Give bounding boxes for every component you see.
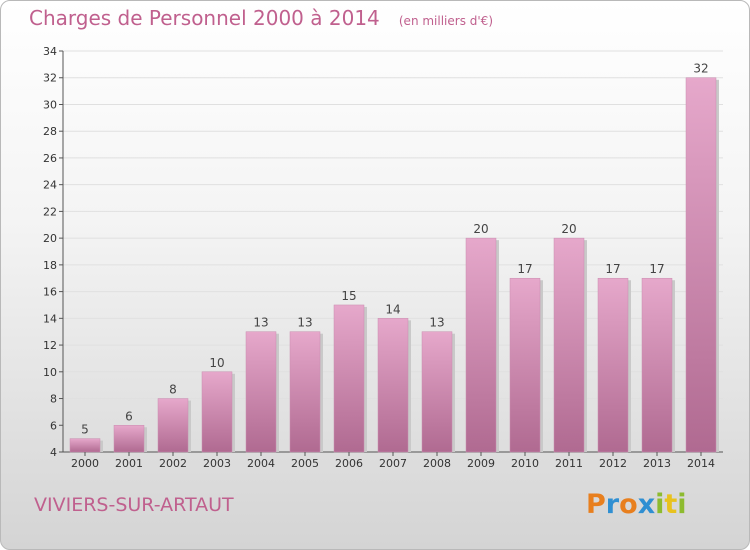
y-tick-label: 14 [43,312,57,325]
bar [509,277,541,453]
logo-letter: x [637,489,656,520]
data-label: 13 [429,316,444,330]
y-tick-label: 16 [43,286,57,299]
logo-letter: r [605,489,620,520]
bar [113,425,145,453]
data-label: 15 [341,289,356,303]
bar [289,331,321,453]
x-tick-label: 2003 [203,457,231,470]
bar [597,277,629,453]
bar [245,331,277,453]
data-label: 8 [169,383,177,397]
x-tick-label: 2001 [115,457,143,470]
y-tick-label: 12 [43,339,57,352]
bar [333,304,365,453]
x-tick-label: 2013 [643,457,671,470]
bar [69,438,101,453]
bar [465,237,497,453]
x-tick-label: 2004 [247,457,275,470]
data-label: 32 [693,62,708,76]
data-label: 17 [605,262,620,276]
y-tick-label: 6 [50,419,57,432]
data-label: 13 [297,316,312,330]
x-tick-label: 2005 [291,457,319,470]
x-tick-label: 2014 [687,457,715,470]
bar [641,277,673,453]
bar [157,398,189,453]
y-tick-label: 20 [43,232,57,245]
data-label: 10 [209,356,224,370]
y-tick-label: 32 [43,72,57,85]
data-label: 17 [649,262,664,276]
y-tick-label: 28 [43,125,57,138]
x-tick-label: 2010 [511,457,539,470]
logo-letter: i [677,489,687,520]
x-tick-label: 2008 [423,457,451,470]
y-tick-label: 26 [43,152,57,165]
data-label: 20 [561,222,576,236]
bar [201,371,233,453]
x-tick-label: 2009 [467,457,495,470]
logo-letter: i [655,489,665,520]
y-tick-label: 18 [43,259,57,272]
chart-title: Charges de Personnel 2000 à 2014 (en mil… [29,6,493,30]
y-tick-label: 30 [43,98,57,111]
x-tick-label: 2011 [555,457,583,470]
x-tick-label: 2002 [159,457,187,470]
y-tick-label: 34 [43,45,57,58]
x-tick-label: 2000 [71,457,99,470]
data-label: 6 [125,409,133,423]
title-main: Charges de Personnel 2000 à 2014 [29,6,380,30]
y-tick-label: 10 [43,366,57,379]
bar [377,318,409,453]
title-unit: (en milliers d'€) [398,14,493,28]
logo-letter: t [664,489,678,520]
bar [553,237,585,453]
logo-letter: o [619,489,638,520]
y-tick-label: 8 [50,393,57,406]
data-label: 20 [473,222,488,236]
data-label: 5 [81,423,89,437]
town-name: VIVIERS-SUR-ARTAUT [34,494,234,516]
x-tick-label: 2007 [379,457,407,470]
y-tick-label: 22 [43,205,57,218]
bar [421,331,453,453]
data-label: 17 [517,262,532,276]
logo-letter: P [586,489,606,520]
data-label: 13 [253,316,268,330]
x-tick-label: 2006 [335,457,363,470]
bar [685,77,717,453]
x-tick-label: 2012 [599,457,627,470]
y-tick-label: 24 [43,179,57,192]
y-tick-label: 4 [50,446,57,459]
proxiti-logo: Proxiti [586,489,687,520]
data-label: 14 [385,302,400,316]
